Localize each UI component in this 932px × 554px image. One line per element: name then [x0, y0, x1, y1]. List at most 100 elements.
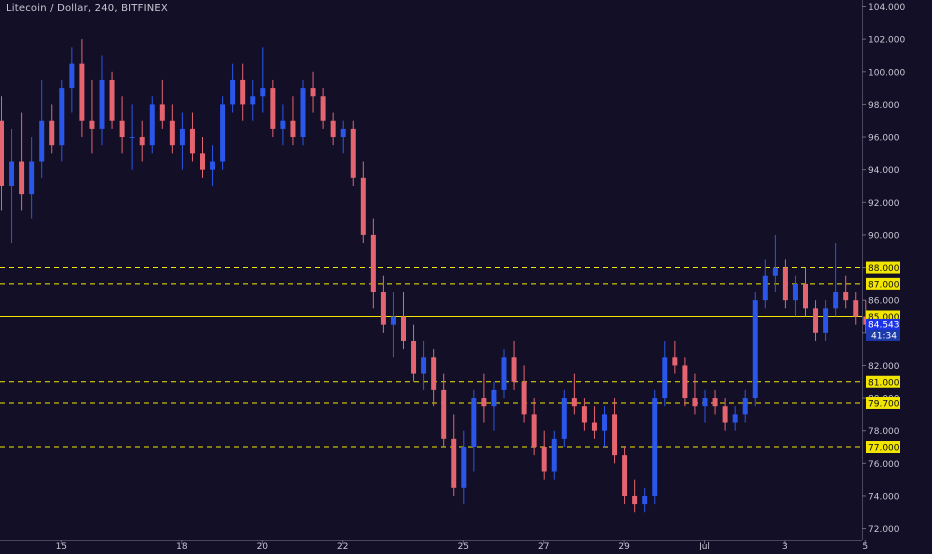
candle-up: [230, 79, 236, 105]
candle-up: [471, 398, 477, 448]
candle-down: [451, 438, 457, 488]
candle-up: [421, 357, 427, 374]
level-price-label: 77.000: [868, 444, 900, 454]
candle-up: [501, 357, 507, 390]
candle-down: [712, 398, 718, 407]
candle-down: [571, 398, 577, 407]
candle-down: [612, 414, 618, 456]
candle-down: [803, 283, 808, 309]
candle-up: [99, 79, 105, 129]
candle-up: [210, 161, 216, 170]
candle-down: [441, 389, 447, 439]
level-price-badge: [866, 396, 900, 409]
level-price-label: 88.000: [868, 264, 900, 274]
candle-down: [863, 316, 869, 325]
candle-up: [280, 120, 286, 129]
y-tick-label: 76.000: [868, 460, 900, 470]
candle-down: [782, 267, 788, 301]
candle-down: [853, 300, 859, 317]
candle-down: [320, 96, 326, 121]
candle-down: [843, 292, 849, 301]
x-tick-label: Jul: [698, 542, 710, 550]
candle-down: [622, 455, 628, 496]
candle-up: [149, 104, 155, 146]
candle-down: [200, 153, 205, 170]
y-tick-label: 102.000: [868, 36, 905, 46]
candle-up: [792, 283, 798, 301]
level-price-badge: [866, 277, 900, 290]
candle-up: [762, 275, 768, 301]
candle-down: [813, 308, 819, 333]
x-tick-label: 15: [56, 542, 67, 550]
candle-down: [632, 495, 638, 505]
candle-up: [300, 88, 306, 138]
candle-down: [370, 234, 376, 293]
candle-up: [491, 389, 497, 407]
candle-up: [642, 495, 648, 505]
candle-up: [551, 438, 557, 472]
x-tick-label: 5: [862, 542, 868, 550]
candle-down: [330, 120, 336, 138]
y-tick-label: 92.000: [868, 199, 900, 209]
candle-down: [0, 120, 4, 186]
countdown-label: 41:34: [871, 331, 897, 341]
candle-down: [481, 398, 487, 407]
candle-down: [722, 406, 728, 423]
y-tick-label: 104.000: [868, 3, 905, 13]
chart-title: Litecoin / Dollar, 240, BITFINEX: [6, 3, 168, 14]
candle-down: [360, 177, 366, 235]
candle-down: [401, 316, 406, 341]
candle-up: [561, 398, 567, 439]
y-tick-label: 100.000: [868, 68, 905, 78]
candle-down: [19, 161, 25, 195]
candle-down: [270, 88, 276, 129]
countdown-badge: [866, 329, 900, 341]
candle-up: [39, 120, 45, 162]
candle-down: [119, 120, 125, 138]
candle-up: [461, 447, 467, 488]
level-price-label: 81.000: [868, 378, 900, 388]
x-tick-label: 18: [176, 542, 188, 550]
candle-down: [139, 137, 145, 146]
y-tick-label: 96.000: [868, 134, 900, 144]
candle-up: [179, 128, 185, 146]
candle-down: [591, 422, 597, 431]
y-tick-label: 72.000: [868, 525, 900, 535]
candle-up: [59, 88, 65, 146]
candle-down: [159, 104, 165, 121]
x-tick-label: 20: [257, 542, 269, 550]
candle-down: [411, 340, 417, 374]
candle-down: [79, 63, 85, 121]
candle-down: [109, 79, 115, 121]
x-tick-label: 22: [337, 542, 348, 550]
y-tick-label: 90.000: [868, 231, 900, 241]
level-price-label: 85.000: [868, 313, 900, 323]
candle-down: [189, 128, 195, 154]
level-price-badge: [866, 441, 900, 454]
candle-up: [260, 88, 266, 97]
x-tick-label: 25: [458, 542, 469, 550]
candle-down: [541, 447, 547, 472]
level-price-label: 87.000: [868, 280, 900, 290]
current-price-badge: [866, 318, 900, 330]
candle-down: [240, 79, 246, 105]
candle-up: [9, 161, 15, 186]
candle-up: [250, 96, 256, 105]
candle-up: [772, 267, 778, 276]
x-tick-label: 3: [782, 542, 788, 550]
candle-down: [672, 357, 678, 366]
x-tick-label: 29: [618, 542, 630, 550]
candle-down: [350, 128, 356, 178]
level-price-label: 79.700: [868, 399, 900, 409]
x-tick-label: 27: [538, 542, 549, 550]
candle-up: [129, 137, 135, 139]
candle-up: [69, 63, 75, 89]
candle-down: [310, 88, 316, 97]
candle-up: [29, 161, 35, 195]
candle-up: [833, 292, 839, 309]
candle-down: [169, 120, 175, 146]
level-price-badge: [866, 261, 900, 274]
candle-up: [340, 128, 346, 138]
